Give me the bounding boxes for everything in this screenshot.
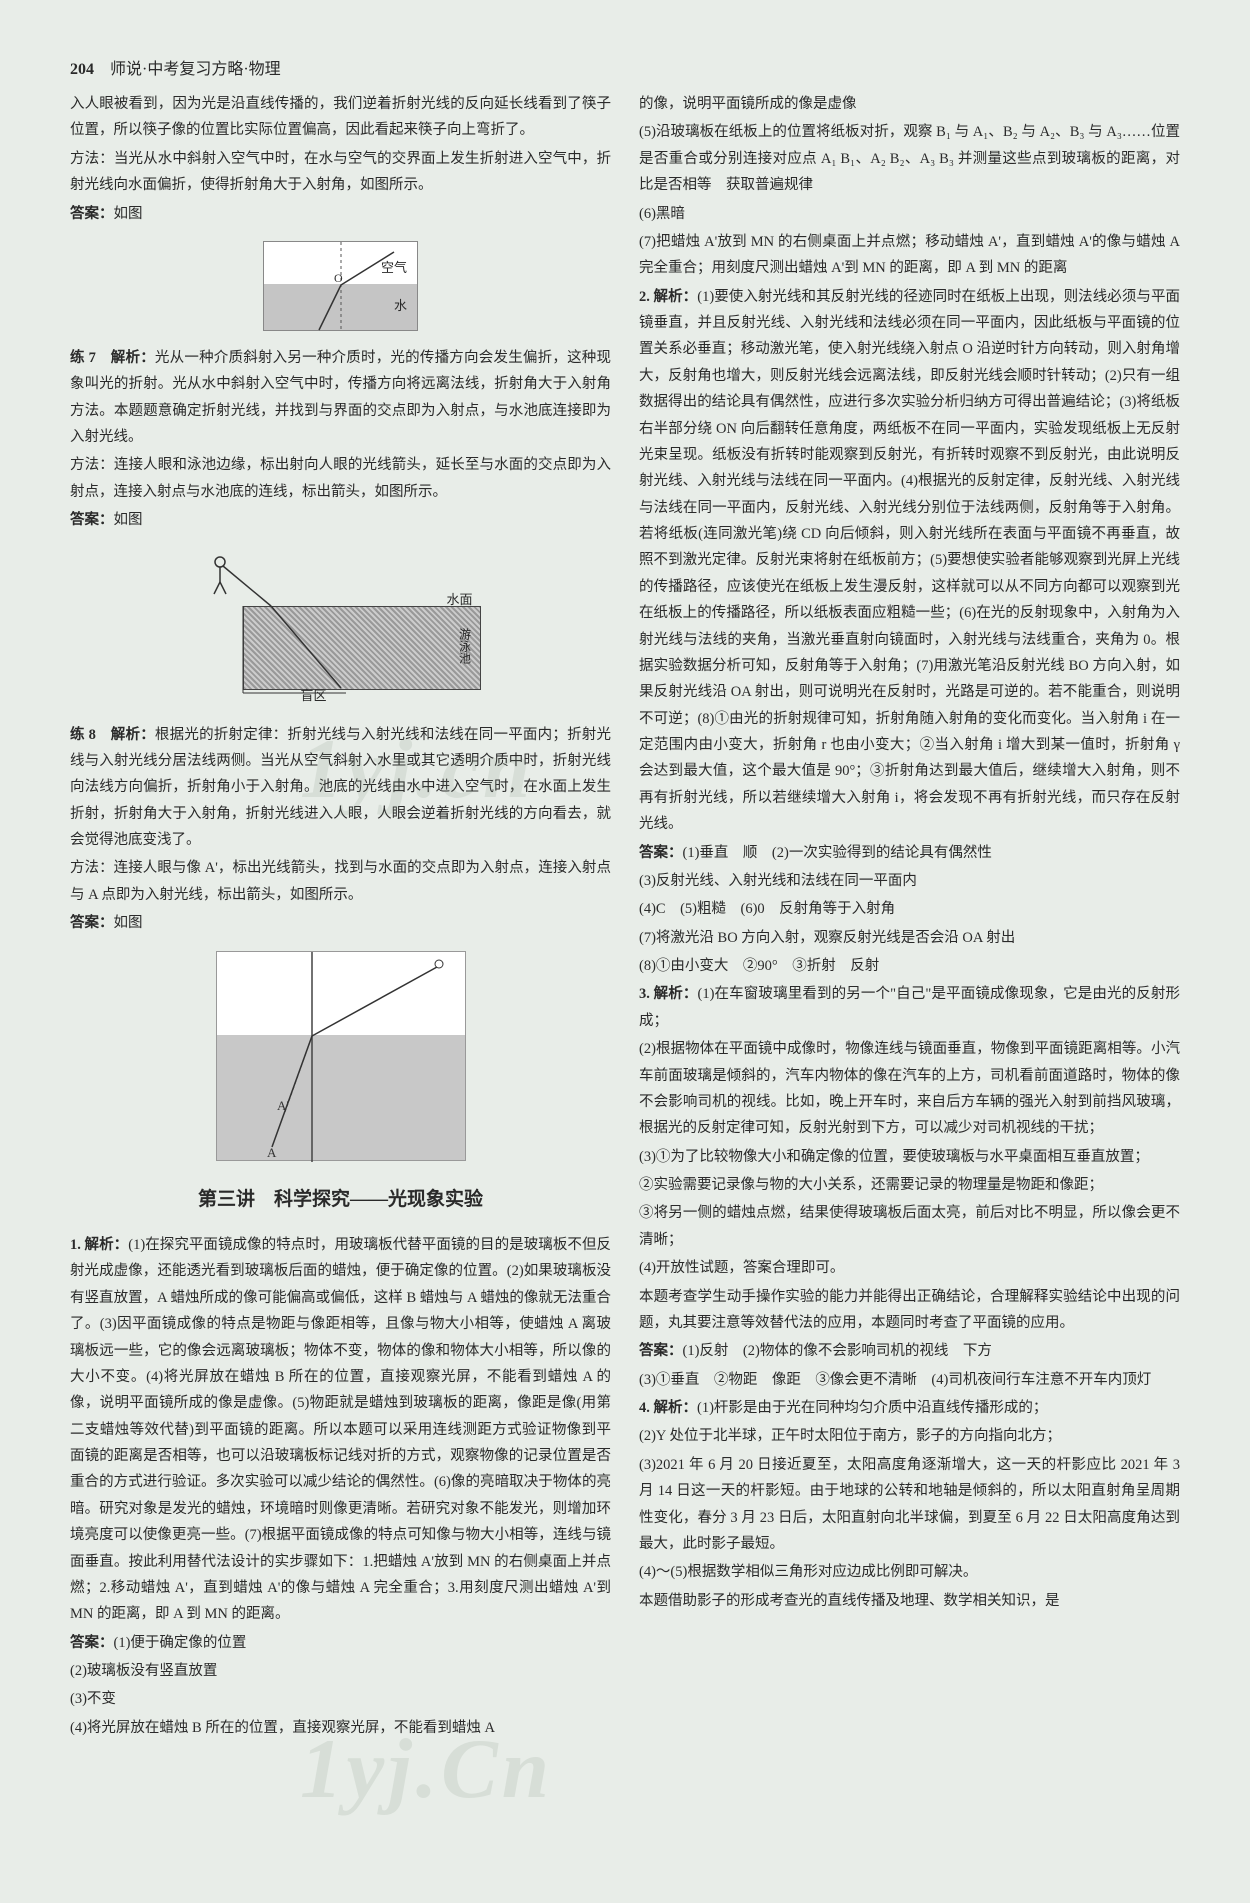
q2-para: 2. 解析：(1)要使入射光线和其反射光线的径迹同时在纸板上出现，则法线必须与平… — [639, 284, 1180, 838]
para-answer-1: 答案：如图 — [70, 201, 611, 227]
ex8-para-2: 方法：连接人眼与像 A'，标出光线箭头，找到与水面的交点即为入射点，连接入射点与… — [70, 855, 611, 908]
q2-ans-4: (7)将激光沿 BO 方向入射，观察反射光线是否会沿 OA 射出 — [639, 925, 1180, 951]
answer-label-1: 答案： — [70, 206, 114, 222]
para-intro-1: 入人眼被看到，因为光是沿直线传播的，我们逆着折射光线的反向延长线看到了筷子位置，… — [70, 91, 611, 144]
page-header: 204 师说·中考复习方略·物理 — [70, 55, 1180, 79]
pool-swim-label: 游泳池 — [453, 628, 475, 664]
pool-water-label: 水面 — [446, 588, 472, 612]
q3-label: 3. 解析： — [639, 986, 698, 1002]
ex7-ans-label: 答案： — [70, 512, 114, 528]
r-p1: 的像，说明平面镜所成的像是虚像 — [639, 91, 1180, 117]
q3-ans: 答案：(1)反射 (2)物体的像不会影响司机的视线 下方 — [639, 1338, 1180, 1364]
pool-blind-label: 盲区 — [301, 684, 327, 708]
q3-p4: ②实验需要记录像与物的大小关系，还需要记录的物理量是物距和像距； — [639, 1172, 1180, 1198]
q4-text-1: (1)杆影是由于光在同种均匀介质中沿直线传播形成的； — [697, 1400, 1047, 1416]
pool-diagram: 水面 游泳池 盲区 — [201, 548, 481, 708]
q1-ans-label: 答案： — [70, 1635, 114, 1651]
content-wrapper: 入人眼被看到，因为光是沿直线传播的，我们逆着折射光线的反向延长线看到了筷子位置，… — [70, 91, 1180, 1743]
r-p2: (5)沿玻璃板在纸板上的位置将纸板对折，观察 B₁ 与 A₁、B₂ 与 A₂、B… — [639, 119, 1180, 198]
q4-p3: (3)2021 年 6 月 20 日接近夏至，太阳高度角逐渐增大，这一天的杆影应… — [639, 1452, 1180, 1558]
q3-para-1: 3. 解析：(1)在车窗玻璃里看到的另一个"自己"是平面镜成像现象，它是由光的反… — [639, 981, 1180, 1034]
svg-text:O: O — [334, 271, 343, 285]
q2-ans-1: (1)垂直 顺 (2)一次实验得到的结论具有偶然性 — [683, 845, 992, 861]
air-water-diagram: O — [263, 241, 418, 331]
q1-ans-1: (1)便于确定像的位置 — [114, 1635, 247, 1651]
ex8-label: 练 8 解析： — [70, 727, 155, 743]
ex8-text-1: 根据光的折射定律：折射光线与入射光线和法线在同一平面内；折射光线与入射光线分居法… — [70, 727, 611, 849]
section-title: 第三讲 科学探究——光现象实验 — [70, 1183, 611, 1218]
q4-p4: (4)～(5)根据数学相似三角形对应边成比例即可解决。 — [639, 1559, 1180, 1585]
q3-text-1: (1)在车窗玻璃里看到的另一个"自己"是平面镜成像现象，它是由光的反射形成； — [639, 986, 1180, 1028]
ex7-para-1: 练 7 解析：光从一种介质斜射入另一种介质时，光的传播方向会发生偏折，这种现象叫… — [70, 345, 611, 451]
q3-p2: (2)根据物体在平面镜中成像时，物像连线与镜面垂直，物像到平面镜距离相等。小汽车… — [639, 1036, 1180, 1142]
q1-para: 1. 解析：(1)在探究平面镜成像的特点时，用玻璃板代替平面镜的目的是玻璃板不但… — [70, 1232, 611, 1628]
figure-1-air-water: O — [70, 241, 611, 331]
header-title: 师说·中考复习方略·物理 — [110, 61, 281, 78]
q3-p5: ③将另一侧的蜡烛点燃，结果使得玻璃板后面太亮，前后对比不明显，所以像会更不清晰； — [639, 1200, 1180, 1253]
q2-label: 2. 解析： — [639, 289, 697, 305]
q2-ans: 答案：(1)垂直 顺 (2)一次实验得到的结论具有偶然性 — [639, 840, 1180, 866]
q1-ans-4: (4)将光屏放在蜡烛 B 所在的位置，直接观察光屏，不能看到蜡烛 A — [70, 1715, 611, 1741]
svg-text:A': A' — [277, 1098, 289, 1113]
refraction-diagram: A A' — [216, 951, 466, 1161]
page-number: 204 — [70, 61, 94, 78]
ex8-ans-label: 答案： — [70, 915, 114, 931]
q1-answer: 答案：(1)便于确定像的位置 — [70, 1630, 611, 1656]
q3-p6: (4)开放性试题，答案合理即可。 — [639, 1255, 1180, 1281]
q3-p3: (3)①为了比较物像大小和确定像的位置，要使玻璃板与水平桌面相互垂直放置； — [639, 1144, 1180, 1170]
q2-ans-5: (8)①由小变大 ②90° ③折射 反射 — [639, 953, 1180, 979]
ex7-answer: 答案：如图 — [70, 507, 611, 533]
q3-ans-1: (1)反射 (2)物体的像不会影响司机的视线 下方 — [683, 1343, 992, 1359]
q2-ans-3: (4)C (5)粗糙 (6)0 反射角等于入射角 — [639, 896, 1180, 922]
answer-text-1: 如图 — [114, 206, 143, 222]
q4-p5: 本题借助影子的形成考查光的直线传播及地理、数学相关知识，是 — [639, 1588, 1180, 1614]
ex7-label: 练 7 解析： — [70, 350, 155, 366]
q1-label: 1. 解析： — [70, 1237, 128, 1253]
q1-ans-2: (2)玻璃板没有竖直放置 — [70, 1658, 611, 1684]
r-p4: (7)把蜡烛 A'放到 MN 的右侧桌面上并点燃；移动蜡烛 A'，直到蜡烛 A'… — [639, 229, 1180, 282]
ex7-ans-text: 如图 — [114, 512, 143, 528]
q3-ans-label: 答案： — [639, 1343, 683, 1359]
ex7-para-2: 方法：连接人眼和泳池边缘，标出射向人眼的光线箭头，延长至与水面的交点即为入射点，… — [70, 452, 611, 505]
q2-ans-label: 答案： — [639, 845, 683, 861]
pool-water-area — [243, 606, 481, 690]
left-column: 入人眼被看到，因为光是沿直线传播的，我们逆着折射光线的反向延长线看到了筷子位置，… — [70, 91, 611, 1743]
q3-p7: 本题考查学生动手操作实验的能力并能得出正确结论，合理解释实验结论中出现的问题，丸… — [639, 1284, 1180, 1337]
svg-text:A: A — [267, 1145, 277, 1160]
ex8-para-1: 练 8 解析：根据光的折射定律：折射光线与入射光线和法线在同一平面内；折射光线与… — [70, 722, 611, 854]
figure-2-pool: 水面 游泳池 盲区 — [70, 548, 611, 708]
ex8-answer: 答案：如图 — [70, 910, 611, 936]
q2-text: (1)要使入射光线和其反射光线的径迹同时在纸板上出现，则法线必须与平面镜垂直，并… — [639, 289, 1180, 833]
q1-text: (1)在探究平面镜成像的特点时，用玻璃板代替平面镜的目的是玻璃板不但反射光成虚像… — [70, 1237, 611, 1622]
r-p3: (6)黑暗 — [639, 201, 1180, 227]
para-intro-2: 方法：当光从水中斜射入空气中时，在水与空气的交界面上发生折射进入空气中，折射光线… — [70, 146, 611, 199]
right-column: 的像，说明平面镜所成的像是虚像 (5)沿玻璃板在纸板上的位置将纸板对折，观察 B… — [639, 91, 1180, 1743]
q2-ans-2: (3)反射光线、入射光线和法线在同一平面内 — [639, 868, 1180, 894]
q1-ans-3: (3)不变 — [70, 1686, 611, 1712]
ex8-ans-text: 如图 — [114, 915, 143, 931]
q3-ans-2: (3)①垂直 ②物距 像距 ③像会更不清晰 (4)司机夜间行车注意不开车内顶灯 — [639, 1367, 1180, 1393]
figure-3-refraction: A A' — [70, 951, 611, 1161]
q4-para-1: 4. 解析：(1)杆影是由于光在同种均匀介质中沿直线传播形成的； — [639, 1395, 1180, 1421]
q4-label: 4. 解析： — [639, 1400, 697, 1416]
q4-p2: (2)Y 处位于北半球，正午时太阳位于南方，影子的方向指向北方； — [639, 1423, 1180, 1449]
